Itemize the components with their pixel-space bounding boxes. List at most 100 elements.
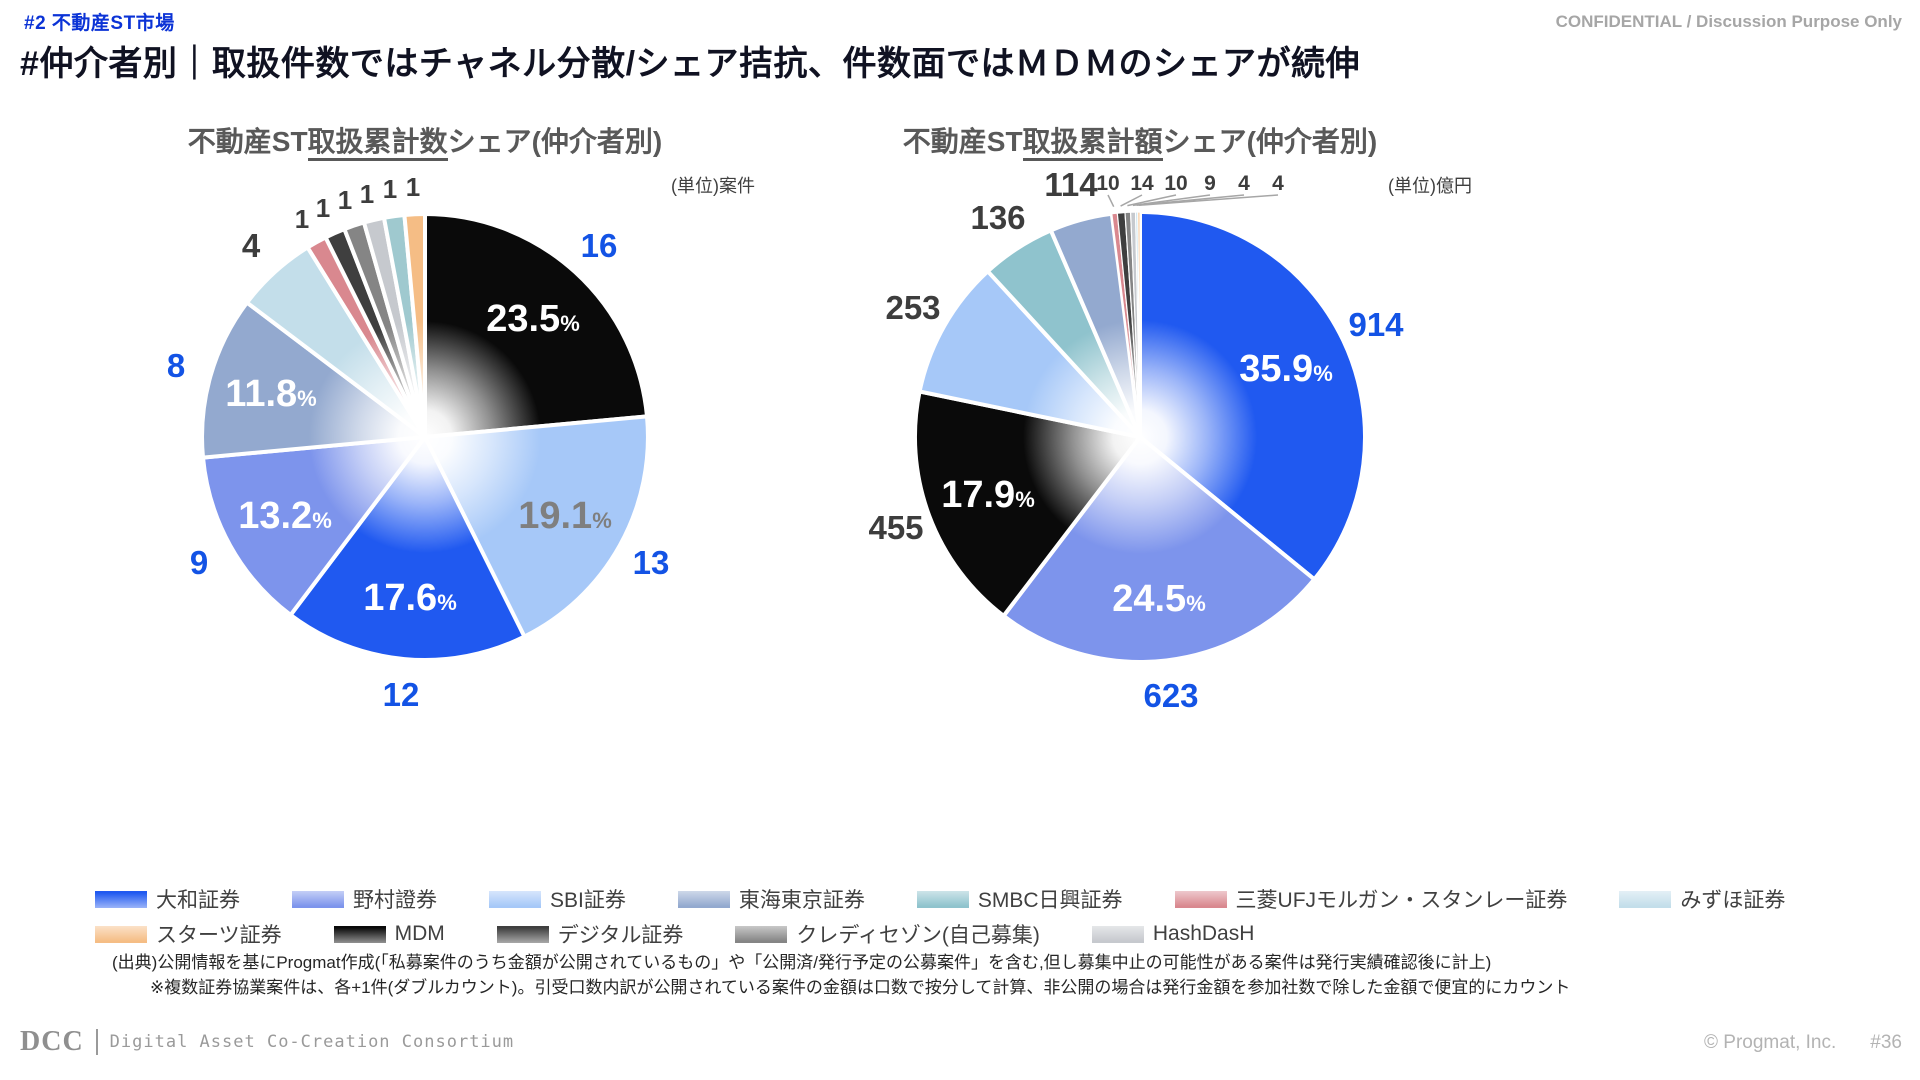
chart-title-amount-underlined: 取扱累計額 <box>1022 126 1163 161</box>
legend-swatch <box>333 925 386 943</box>
legend-swatch <box>1091 925 1144 943</box>
legend-label: 大和証券 <box>156 889 240 912</box>
legend-swatch <box>916 890 969 908</box>
legend-item: みずほ証券 <box>1619 884 1785 914</box>
unit-label-count: (単位)案件 <box>671 176 755 196</box>
footnotes: (出典)公開情報を基にProgmat作成(「私募案件のうち金額が公開されているも… <box>112 950 1570 1000</box>
callout-leader-line <box>1120 194 1143 207</box>
logo-divider <box>95 1029 98 1055</box>
chart-title-count-underlined: 取扱累計数 <box>307 126 448 161</box>
callout-leader-line <box>1138 194 1279 207</box>
pie-value-label: 8 <box>167 347 185 384</box>
legend-swatch <box>489 890 541 908</box>
confidential-watermark: CONFIDENTIAL / Discussion Purpose Only <box>1555 12 1902 31</box>
legend-swatch <box>496 925 549 943</box>
legend-item: 大和証券 <box>95 884 240 914</box>
copyright: © Progmat, Inc. <box>1704 1032 1837 1053</box>
chart-title-amount-prefix: 不動産ST <box>902 126 1023 157</box>
legend-label: 野村證券 <box>353 889 437 912</box>
legend-label: SBI証券 <box>550 889 626 912</box>
pie-value-label: 16 <box>581 227 618 264</box>
pie-value-label: 623 <box>1143 677 1198 714</box>
legend-swatch <box>1619 890 1672 908</box>
legend-swatch <box>95 890 147 908</box>
legend-label: MDM <box>394 922 445 945</box>
pie-value-label: 1 <box>406 172 420 202</box>
pie-center-glow <box>915 212 1365 662</box>
pie-value-label: 1 <box>360 179 374 209</box>
legend-item: 野村證券 <box>292 884 437 914</box>
pie-pct-label: 17.6% <box>363 577 457 619</box>
callout-leader-line <box>1132 194 1211 207</box>
pie-pct-label: 11.8% <box>225 373 316 415</box>
pie-value-label: 914 <box>1348 306 1404 343</box>
pie-value-label: 12 <box>383 676 420 713</box>
pie-pct-label: 35.9% <box>1239 348 1333 390</box>
footnote-method: ※複数証券協業案件は、各+1件(ダブルカウント)。引受口数内訳が公開されている案… <box>150 978 1571 997</box>
consortium-name: Digital Asset Co-Creation Consortium <box>109 1032 515 1052</box>
callout-value-label: 10 <box>1096 172 1119 195</box>
chart-title-count-suffix: シェア(仲介者別) <box>447 126 663 157</box>
pie-value-label: 13 <box>633 544 670 581</box>
pie-value-label: 114 <box>1044 166 1098 203</box>
legend-row-1: 大和証券 野村證券 SBI証券 東海東京証券 SMBC日興証券 三菱UFJモルガン・スタン… <box>95 884 1865 914</box>
chart-title-count: 不動産ST取扱累計数シェア(仲介者別) <box>95 120 755 161</box>
pie-value-label: 9 <box>190 544 208 581</box>
legend-label: みずほ証券 <box>1680 889 1786 912</box>
pie-value-label: 4 <box>242 227 261 264</box>
legend-item: スターツ証券 <box>95 919 282 949</box>
chart-title-count-prefix: 不動産ST <box>187 126 308 157</box>
pie-value-label: 1 <box>316 193 330 223</box>
slide-section-tag: #2 不動産ST市場 <box>24 13 175 34</box>
chart-legend: 大和証券 野村證券 SBI証券 東海東京証券 SMBC日興証券 三菱UFJモルガン・スタン… <box>95 884 1865 949</box>
legend-label: 東海東京証券 <box>738 889 865 912</box>
pie-center-glow <box>202 214 648 660</box>
callout-value-label: 9 <box>1204 172 1216 195</box>
footnote-source: (出典)公開情報を基にProgmat作成(「私募案件のうち金額が公開されているも… <box>112 953 1492 972</box>
unit-label-amount: (単位)億円 <box>1388 176 1472 196</box>
pie-value-label: 1 <box>383 174 397 204</box>
legend-label: SMBC日興証券 <box>977 889 1123 912</box>
callout-leader-line <box>1107 194 1115 208</box>
legend-swatch <box>677 890 730 908</box>
legend-swatch <box>95 925 147 943</box>
callout-value-label: 10 <box>1164 172 1187 195</box>
legend-swatch <box>735 925 788 943</box>
callout-value-label: 14 <box>1130 172 1154 195</box>
dcc-logo: DCC <box>20 1026 84 1057</box>
legend-item: HashDasH <box>1091 922 1255 946</box>
chart-title-amount: 不動産ST取扱累計額シェア(仲介者別) <box>810 120 1470 161</box>
pie-value-label: 136 <box>970 199 1025 236</box>
callout-value-label: 4 <box>1272 172 1284 195</box>
pie-pct-label: 24.5% <box>1112 578 1206 620</box>
legend-item: SMBC日興証券 <box>916 884 1123 914</box>
legend-item: 東海東京証券 <box>677 884 865 914</box>
pie-value-label: 455 <box>868 509 923 546</box>
page-number: #36 <box>1870 1032 1902 1053</box>
pie-pct-label: 13.2% <box>238 495 332 537</box>
pie-value-label: 253 <box>885 289 940 326</box>
legend-label: HashDasH <box>1152 922 1255 945</box>
legend-item: SBI証券 <box>489 884 626 914</box>
callout-value-label: 4 <box>1238 172 1250 195</box>
legend-item: MDM <box>333 922 445 946</box>
legend-item: 三菱UFJモルガン・スタンレー証券 <box>1174 884 1567 914</box>
legend-label: クレディセゾン(自己募集) <box>796 924 1040 947</box>
legend-row-2: スターツ証券 MDM デジタル証券 クレディセゾン(自己募集) HashDasH <box>95 919 1865 949</box>
pie-pct-label: 17.9% <box>941 474 1035 516</box>
footer-right: © Progmat, Inc. #36 <box>1704 1032 1902 1054</box>
legend-item: デジタル証券 <box>496 919 684 949</box>
pie-pct-label: 19.1% <box>518 495 612 537</box>
legend-label: スターツ証券 <box>156 924 282 947</box>
slide-title: #仲介者別｜取扱件数ではチャネル分散/シェア拮抗、件数面ではＭＤＭのシェアが続伸 <box>20 45 1361 83</box>
legend-label: デジタル証券 <box>557 924 684 947</box>
legend-item: クレディセゾン(自己募集) <box>735 919 1040 949</box>
callout-leader-line <box>1127 194 1177 207</box>
pie-value-label: 1 <box>295 204 309 234</box>
legend-swatch <box>1174 890 1227 908</box>
pie-value-label: 1 <box>338 185 352 215</box>
legend-swatch <box>292 890 344 908</box>
